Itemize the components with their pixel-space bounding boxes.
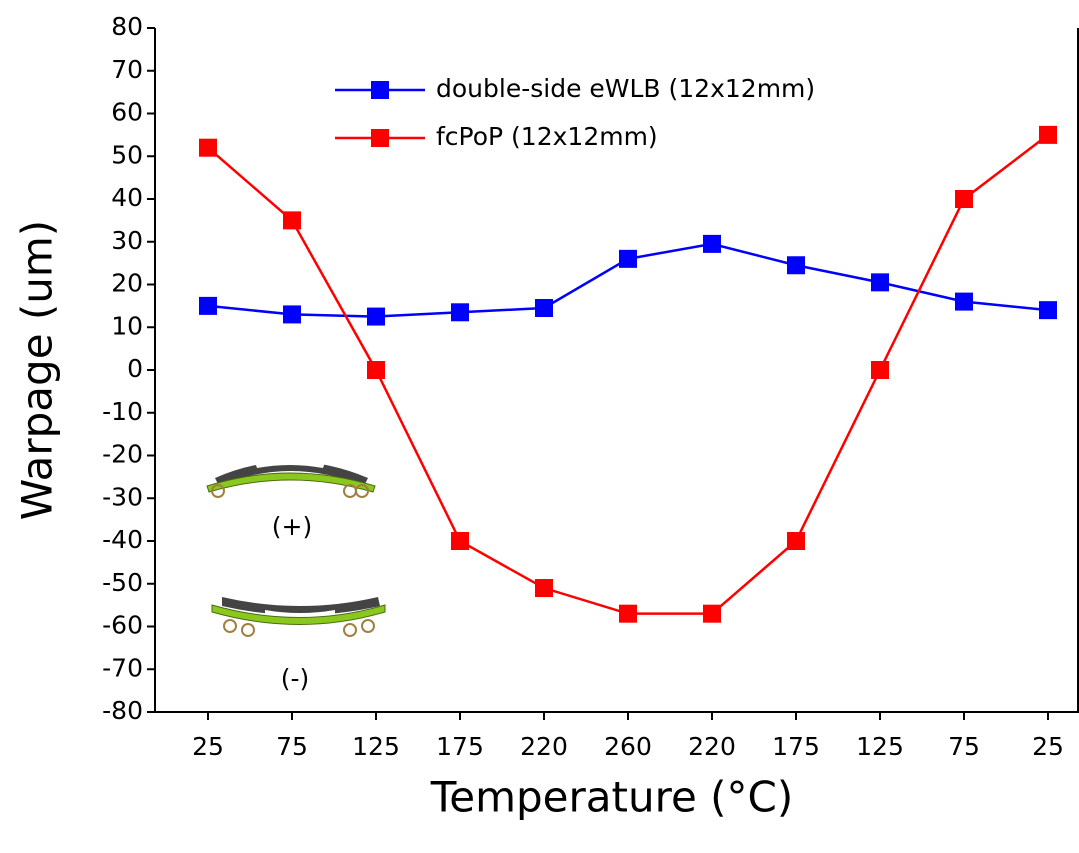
marker <box>619 604 637 623</box>
x-axis-title: Temperature (°C) <box>430 773 794 822</box>
marker <box>283 305 301 324</box>
series-line <box>207 133 1049 615</box>
legend-label: double-side eWLB (12x12mm) <box>436 74 815 103</box>
y-tick-label: 40 <box>111 183 143 212</box>
y-tick-label: 80 <box>111 12 143 41</box>
marker <box>955 190 973 208</box>
marker <box>1039 301 1057 320</box>
legend-marker <box>371 129 389 147</box>
annotation: (+) <box>272 512 312 541</box>
marker <box>199 296 217 315</box>
y-tick-label: 10 <box>111 311 143 340</box>
x-tick-label: 25 <box>192 732 224 761</box>
y-tick-label: 0 <box>127 354 143 383</box>
marker <box>703 234 721 253</box>
y-tick-label: -60 <box>102 611 143 640</box>
y-tick-label: -30 <box>102 482 143 511</box>
y-tick-label: 70 <box>111 55 143 84</box>
marker <box>787 256 805 275</box>
marker <box>367 361 385 379</box>
legend-marker <box>371 81 389 99</box>
minus-icon <box>211 597 386 637</box>
marker <box>367 307 385 326</box>
marker <box>535 299 553 318</box>
annotation: (-) <box>281 664 310 693</box>
x-tick-label: 220 <box>520 732 568 761</box>
marker <box>1039 125 1057 144</box>
marker <box>199 138 217 157</box>
marker <box>619 249 637 268</box>
marker <box>451 532 469 550</box>
y-tick-label: 60 <box>111 98 143 127</box>
x-tick-label: 220 <box>688 732 736 761</box>
y-tick-label: 50 <box>111 140 143 169</box>
marker <box>955 292 973 311</box>
marker <box>871 273 889 292</box>
x-tick-label: 25 <box>1032 732 1064 761</box>
y-tick-label: -40 <box>102 525 143 554</box>
x-tick-label: 75 <box>276 732 308 761</box>
y-tick-label: -10 <box>102 397 143 426</box>
plus-icon <box>206 458 376 498</box>
y-tick-label: 20 <box>111 269 143 298</box>
marker <box>283 211 301 230</box>
y-axis-title: Warpage (um) <box>13 220 62 520</box>
x-tick-label: 125 <box>856 732 904 761</box>
y-tick-label: -80 <box>102 696 143 725</box>
y-tick-label: -70 <box>102 653 143 682</box>
x-tick-label: 175 <box>772 732 820 761</box>
y-tick-label: -50 <box>102 568 143 597</box>
marker <box>703 604 721 623</box>
marker <box>787 532 805 550</box>
y-tick-label: 30 <box>111 226 143 255</box>
x-tick-label: 260 <box>604 732 652 761</box>
legend-label: fcPoP (12x12mm) <box>436 122 658 151</box>
marker <box>451 303 469 322</box>
marker <box>871 361 889 379</box>
y-tick-label: -20 <box>102 440 143 469</box>
marker <box>535 579 553 598</box>
x-tick-label: 175 <box>436 732 484 761</box>
x-tick-label: 75 <box>948 732 980 761</box>
x-tick-label: 125 <box>352 732 400 761</box>
